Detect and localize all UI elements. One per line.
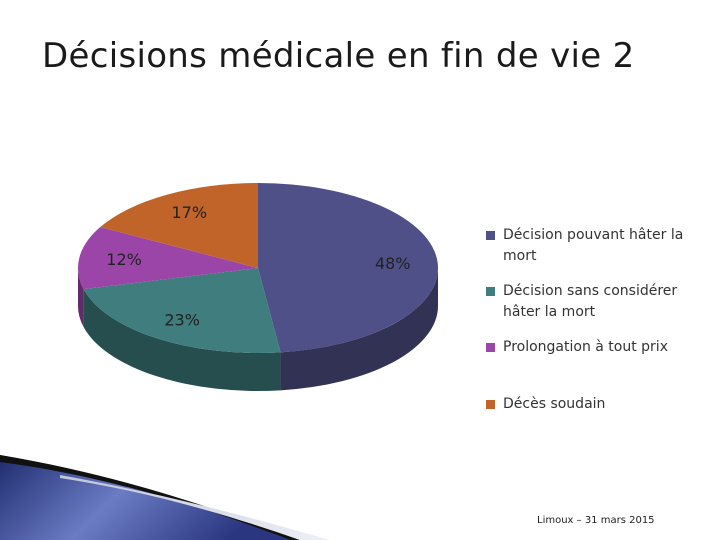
legend-swatch xyxy=(486,287,495,296)
legend-label: Décision sans considérer hâter la mort xyxy=(503,283,678,320)
slide-footer: Limoux – 31 mars 2015 xyxy=(537,515,655,526)
pie-slice xyxy=(100,183,258,268)
legend-swatch xyxy=(486,343,495,352)
pie-slice xyxy=(78,227,259,290)
pie-data-label: 12% xyxy=(106,250,142,269)
pie-slice-side xyxy=(280,268,438,391)
pie-slice-side xyxy=(83,289,281,391)
pie-slice xyxy=(83,268,281,353)
pie-data-label: 17% xyxy=(171,203,207,222)
legend-label: Prolongation à tout prix xyxy=(503,339,668,355)
pie-data-label: 48% xyxy=(375,254,411,273)
slide-title: Décisions médicale en fin de vie 2 xyxy=(42,36,635,76)
legend-label: Décision pouvant hâter la mort xyxy=(503,227,684,264)
legend-item-deces-soudain: Décès soudain xyxy=(486,394,703,415)
pie-slice-side xyxy=(78,268,84,328)
legend-item-prolongation: Prolongation à tout prix xyxy=(486,337,713,358)
legend-item-sans-considerer: Décision sans considérer hâter la mort xyxy=(486,281,693,323)
pie-slice xyxy=(258,183,438,353)
legend-swatch xyxy=(486,231,495,240)
legend-label: Décès soudain xyxy=(503,396,606,412)
legend-swatch xyxy=(486,400,495,409)
pie-data-label: 23% xyxy=(164,311,200,330)
legend-item-hater-la-mort: Décision pouvant hâter la mort xyxy=(486,225,703,267)
decorative-swoosh xyxy=(0,455,330,540)
